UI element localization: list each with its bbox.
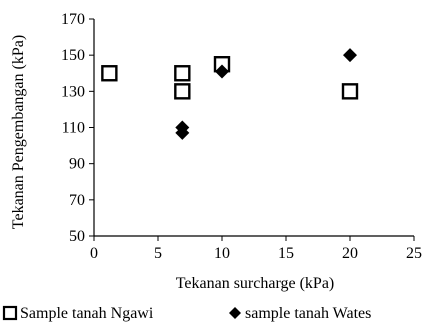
x-tick-label: 25: [406, 245, 422, 262]
x-axis-title: Tekanan surcharge (kPa): [176, 275, 335, 292]
y-tick-label: 50: [69, 228, 85, 245]
x-tick-label: 15: [278, 245, 294, 262]
ticks-layer: 50 70 90 110 130 150 170 0 5 10 15 20 25: [61, 11, 422, 262]
data-point-wates: [175, 125, 190, 140]
x-tick-label: 5: [154, 245, 162, 262]
legend-marker-ngawi: [2, 305, 18, 321]
x-tick-label: 0: [90, 245, 98, 262]
y-tick-label: 130: [61, 83, 85, 100]
data-point-ngawi: [341, 83, 359, 100]
data-point-ngawi: [174, 83, 191, 100]
y-axis-title: Tekanan Pengembangan (kPa): [10, 35, 27, 229]
y-tick-label: 170: [61, 11, 85, 28]
data-point-ngawi: [101, 65, 118, 82]
data-point-wates: [343, 48, 357, 63]
legend-label-wates: sample tanah Wates: [245, 305, 371, 322]
x-tick-label: 20: [342, 245, 358, 262]
legend: Sample tanah Ngawi sample tanah Wates: [2, 305, 371, 322]
x-tick-label: 10: [214, 245, 230, 262]
y-tick-label: 90: [69, 156, 85, 173]
y-tick-label: 110: [62, 120, 85, 137]
y-tick-label: 70: [69, 192, 85, 209]
data-point-wates: [215, 64, 229, 79]
data-point-ngawi: [174, 65, 191, 82]
y-tick-label: 150: [61, 47, 85, 64]
points-layer: [101, 48, 359, 140]
axes-layer: [93, 19, 414, 237]
legend-label-ngawi: Sample tanah Ngawi: [20, 305, 154, 322]
legend-marker-wates: [229, 307, 241, 319]
